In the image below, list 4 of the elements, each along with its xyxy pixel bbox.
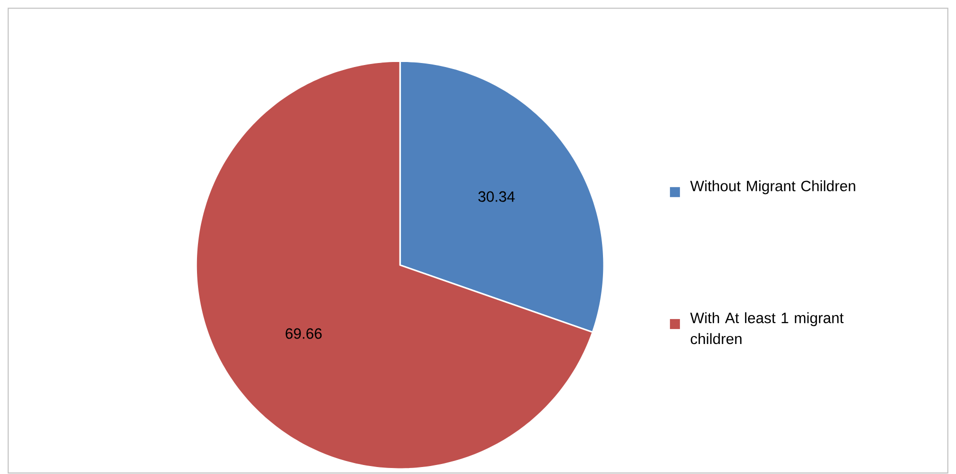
legend-label: Without Migrant Children — [690, 180, 856, 194]
data-label: 30.34 — [478, 191, 515, 202]
legend-label: With At least 1 migrant children — [690, 312, 844, 344]
data-label: 69.66 — [286, 328, 322, 339]
